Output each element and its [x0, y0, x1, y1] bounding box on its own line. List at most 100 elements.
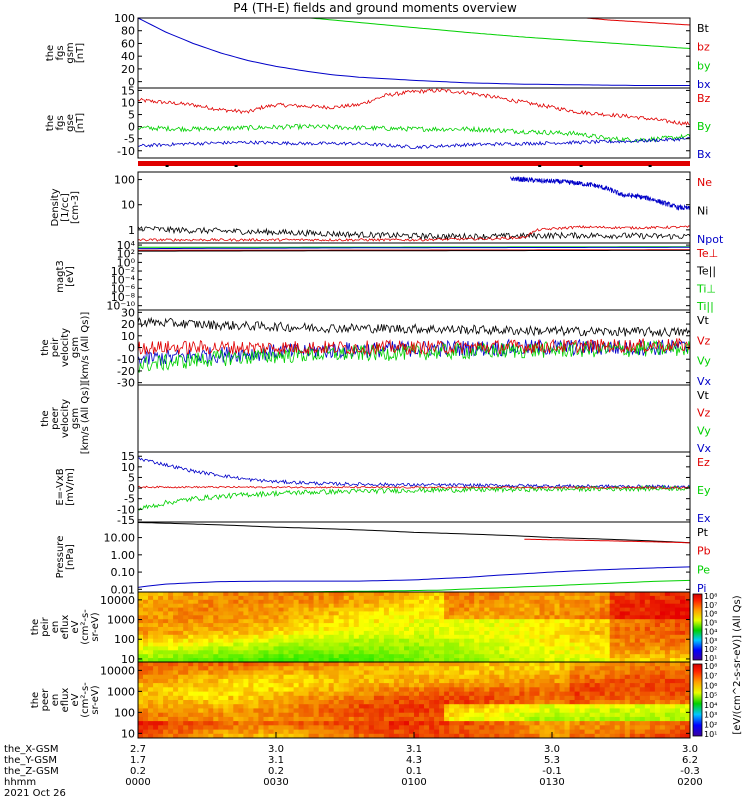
spectrogram-cell: [569, 634, 576, 640]
y-tick-label: -20: [117, 365, 135, 378]
spectrogram-cell: [564, 634, 571, 640]
spectrogram-cell: [323, 662, 330, 667]
spectrogram-cell: [248, 627, 254, 632]
spectrogram-cell: [298, 627, 305, 632]
spectrogram-cell: [228, 670, 234, 676]
spectrogram-cell: [569, 683, 576, 688]
spectrogram-cell: [680, 708, 686, 714]
spectrogram-cell: [213, 704, 219, 709]
spectrogram-cell: [373, 666, 380, 671]
spectrogram-cell: [338, 592, 345, 597]
spectrogram-cell: [659, 611, 666, 616]
spectrogram-cell: [519, 670, 525, 676]
spectrogram-cell: [283, 592, 290, 597]
spectrogram-cell: [685, 712, 690, 718]
spectrogram-cell: [238, 634, 244, 640]
spectrogram-cell: [614, 630, 621, 636]
spectrogram-cell: [358, 658, 365, 662]
spectrogram-cell: [168, 607, 174, 613]
spectrogram-cell: [424, 704, 430, 709]
spectrogram-cell: [519, 721, 525, 726]
ephemeris-value: 5.3: [544, 755, 560, 766]
spectrogram-cell: [148, 627, 154, 632]
spectrogram-cell: [479, 638, 485, 644]
spectrogram-cell: [343, 716, 350, 722]
spectrogram-cell: [464, 704, 470, 709]
spectrogram-cell: [459, 603, 465, 609]
panel-frame: [137, 242, 691, 311]
spectrogram-cell: [424, 592, 430, 597]
spectrogram-cell: [554, 599, 561, 605]
spectrogram-cell: [178, 716, 184, 722]
spectrogram-cell: [649, 712, 656, 718]
spectrogram-cell: [444, 729, 450, 735]
spectrogram-cell: [589, 725, 596, 731]
y-axis-label: magt3: [55, 260, 66, 293]
spectrogram-cell: [188, 642, 194, 648]
spectrogram-cell: [454, 691, 460, 697]
spectrogram-cell: [168, 634, 174, 640]
spectrogram-cell: [143, 683, 149, 688]
spectrogram-cell: [664, 650, 671, 655]
spectrogram-cell: [383, 670, 390, 676]
spectrogram-cell: [173, 666, 179, 671]
spectrogram-cell: [514, 662, 520, 667]
spectrogram-cell: [674, 716, 681, 722]
spectrogram-cell: [514, 704, 520, 709]
spectrogram-cell: [138, 638, 144, 644]
spectrogram-cell: [685, 716, 690, 722]
spectrogram-cell: [223, 615, 229, 620]
spectrogram-cell: [333, 666, 340, 671]
spectrogram-cell: [193, 630, 199, 636]
y-axis-label: the: [40, 339, 51, 355]
series-Ni: [137, 225, 691, 241]
spectrogram-cell: [509, 725, 515, 731]
spectrogram-cell: [343, 623, 350, 628]
spectrogram-cell: [680, 642, 686, 648]
spectrogram-cell: [599, 658, 606, 662]
spectrogram-cell: [644, 725, 651, 731]
spectrogram-cell: [213, 595, 219, 601]
spectrogram-cell: [218, 630, 224, 636]
spectrogram-cell: [273, 712, 280, 718]
spectrogram-cell: [459, 619, 465, 624]
spectrogram-cell: [504, 623, 510, 628]
spectrogram-cell: [584, 674, 591, 680]
spectrogram-cell: [419, 595, 425, 601]
spectrogram-cell: [243, 666, 249, 671]
spectrogram-cell: [519, 733, 525, 738]
spectrogram-cell: [549, 658, 556, 662]
y-tick-label: 10: [121, 199, 135, 212]
spectrogram-cell: [479, 678, 485, 684]
spectrogram-cell: [168, 704, 174, 709]
spectrogram-cell: [153, 658, 159, 662]
spectrogram-cell: [604, 725, 611, 731]
spectrogram-cell: [484, 654, 490, 659]
y-tick-label: 10⁴: [117, 239, 136, 252]
spectrogram-cell: [554, 716, 561, 722]
spectrogram-cell: [649, 670, 656, 676]
spectrogram-cell: [153, 725, 159, 731]
spectrogram-cell: [213, 708, 219, 714]
spectrogram-cell: [514, 670, 520, 676]
spectrogram-cell: [414, 683, 420, 688]
spectrogram-cell: [293, 650, 300, 655]
spectrogram-cell: [338, 674, 345, 680]
spectrogram-cell: [674, 725, 681, 731]
spectrogram-cell: [338, 678, 345, 684]
spectrogram-cell: [263, 700, 270, 705]
spectrogram-cell: [579, 599, 586, 605]
spectrogram-cell: [323, 712, 330, 718]
spectrogram-cell: [419, 627, 425, 632]
spectrogram-cell: [649, 666, 656, 671]
spectrogram-cell: [378, 634, 385, 640]
spectrogram-cell: [664, 721, 671, 726]
spectrogram-cell: [398, 627, 405, 632]
spectrogram-cell: [649, 733, 656, 738]
spectrogram-cell: [263, 729, 270, 735]
spectrogram-cell: [614, 592, 621, 597]
spectrogram-cell: [529, 638, 535, 644]
spectrogram-cell: [243, 603, 249, 609]
spectrogram-cell: [644, 592, 651, 597]
